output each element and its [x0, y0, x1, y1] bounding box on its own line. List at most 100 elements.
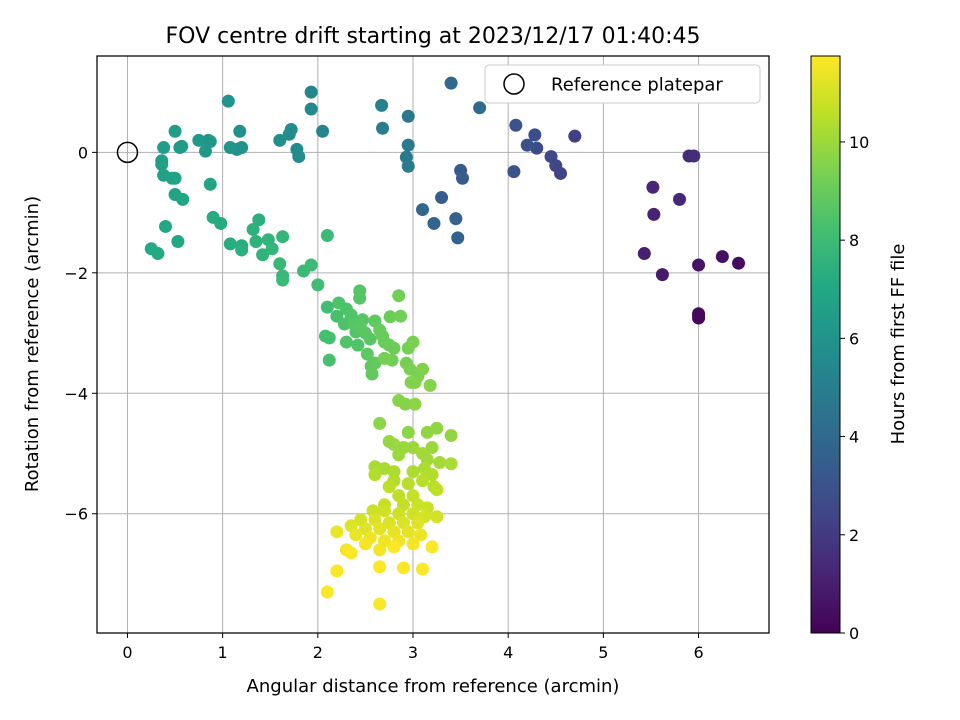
data-point [235, 243, 249, 257]
data-point [171, 235, 185, 249]
data-point [423, 378, 437, 392]
data-point [214, 216, 228, 230]
data-point [655, 268, 669, 282]
data-point [358, 537, 372, 551]
data-point [273, 133, 287, 147]
data-point [373, 560, 387, 574]
data-point [387, 341, 401, 355]
data-point [151, 247, 165, 261]
data-point [715, 250, 729, 264]
data-point [435, 191, 449, 205]
data-point [173, 141, 187, 155]
data-point [365, 367, 379, 381]
data-point [732, 256, 746, 270]
chart-title: FOV centre drift starting at 2023/12/17 … [166, 24, 701, 49]
data-point [311, 278, 325, 292]
data-point [265, 242, 279, 256]
data-point [383, 310, 397, 324]
x-tick-label: 1 [218, 643, 228, 662]
data-point [233, 124, 247, 138]
data-point [235, 141, 249, 155]
data-point [673, 192, 687, 206]
data-point [322, 331, 336, 345]
data-point [509, 118, 523, 132]
data-point [168, 124, 182, 138]
data-point [276, 273, 290, 287]
data-point [320, 585, 334, 599]
data-point [373, 543, 387, 557]
y-tick-label: −2 [64, 264, 88, 283]
data-point [425, 468, 439, 482]
data-point [351, 338, 365, 352]
data-point [223, 237, 237, 251]
data-point [176, 192, 190, 206]
data-point [330, 525, 344, 539]
data-point [201, 133, 215, 147]
x-tick-label: 0 [122, 643, 132, 662]
data-point [249, 235, 263, 249]
data-point [330, 564, 344, 578]
data-point [451, 231, 465, 245]
y-axis-label: Rotation from reference (arcmin) [22, 196, 43, 492]
data-point [520, 138, 534, 152]
data-points [144, 76, 746, 611]
data-point [401, 425, 415, 439]
data-point [394, 309, 408, 323]
data-point [392, 448, 406, 462]
data-point [192, 133, 206, 147]
data-point [647, 207, 661, 221]
data-point [159, 219, 173, 233]
data-point [387, 540, 401, 554]
data-point [360, 347, 374, 361]
data-point [692, 307, 706, 321]
colorbar-tick-label: 8 [849, 231, 859, 250]
data-point [430, 421, 444, 435]
data-point [363, 332, 377, 346]
data-point [408, 375, 422, 389]
data-point [456, 171, 470, 185]
data-point [433, 456, 447, 470]
data-point [406, 440, 420, 454]
data-point [276, 230, 290, 244]
data-point [246, 222, 260, 236]
data-point [401, 525, 415, 539]
x-axis-ticks: 0 1 2 3 4 5 6 [122, 633, 704, 662]
data-point [416, 203, 430, 217]
data-point [444, 76, 458, 90]
data-point [544, 150, 558, 164]
data-point [252, 213, 266, 227]
reference-marker [116, 141, 139, 164]
data-point [320, 228, 334, 242]
colorbar-tick-label: 0 [849, 624, 859, 643]
x-tick-label: 6 [693, 643, 703, 662]
data-point [157, 141, 171, 155]
data-point [401, 109, 415, 123]
data-point [646, 180, 660, 194]
data-point [373, 522, 387, 536]
data-point [304, 258, 318, 272]
data-point [168, 171, 182, 185]
x-tick-label: 5 [598, 643, 608, 662]
data-point [375, 98, 389, 112]
data-point [304, 85, 318, 99]
data-point [273, 257, 287, 271]
data-point [427, 216, 441, 230]
data-point [304, 102, 318, 116]
data-point [401, 477, 415, 491]
y-tick-label: −6 [64, 505, 88, 524]
y-tick-label: 0 [78, 143, 88, 162]
data-point [401, 138, 415, 152]
y-tick-label: −4 [64, 384, 88, 403]
colorbar: 0 2 4 6 8 10 Hours from first FF file [810, 55, 909, 643]
data-point [344, 546, 358, 560]
data-point [284, 122, 298, 136]
x-axis-label: Angular distance from reference (arcmin) [247, 676, 620, 697]
data-point [416, 362, 430, 376]
data-point [368, 468, 382, 482]
data-point [320, 300, 334, 314]
data-point [414, 528, 428, 542]
data-point [406, 465, 420, 479]
data-point [528, 128, 542, 142]
data-point [406, 537, 420, 551]
plot-frame [96, 55, 770, 634]
